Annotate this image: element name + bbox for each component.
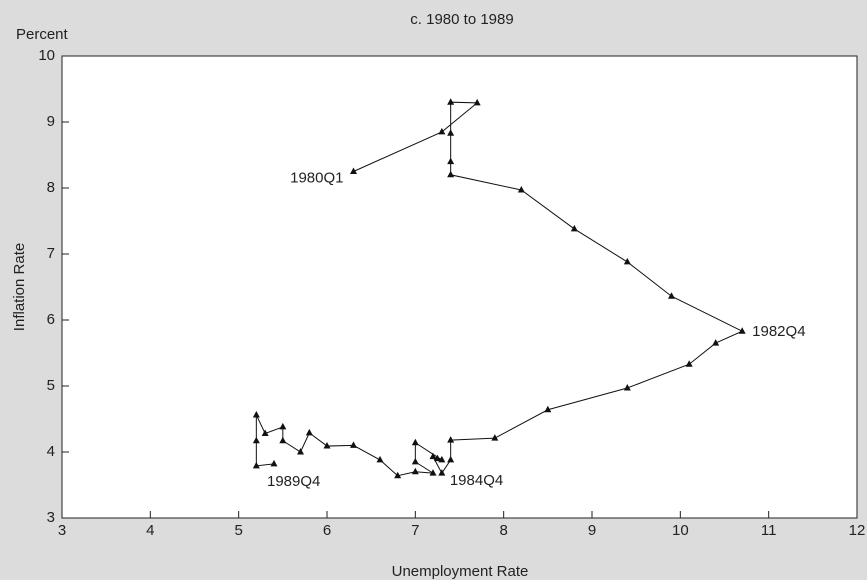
point (438, 469, 446, 476)
point (570, 224, 578, 232)
y-tick-label: 10 (38, 47, 55, 64)
point (623, 257, 631, 265)
point (252, 436, 260, 444)
y-tick-label: 5 (47, 377, 55, 394)
point (376, 455, 384, 463)
x-axis-label: Unemployment Rate (392, 563, 529, 580)
point (429, 452, 437, 460)
point (447, 455, 455, 463)
y-tick-label: 4 (47, 443, 55, 460)
point (411, 457, 419, 465)
y-tick-label: 8 (47, 179, 55, 196)
point (438, 127, 446, 135)
y-tick-label: 7 (47, 245, 55, 262)
x-tick-label: 6 (323, 522, 331, 539)
y-tick-label: 3 (47, 509, 55, 526)
point (517, 185, 525, 193)
point (350, 167, 357, 174)
x-tick-label: 11 (761, 522, 777, 539)
point (712, 339, 720, 346)
point (297, 448, 304, 455)
y-axis-label: Inflation Rate (11, 243, 28, 331)
point (323, 442, 331, 449)
point (411, 438, 419, 446)
point (394, 471, 402, 479)
point (668, 292, 675, 299)
data-line (255, 101, 744, 477)
plot-area (61, 55, 858, 519)
point (429, 469, 437, 476)
point (738, 327, 746, 334)
point (279, 422, 287, 430)
annotation: 1982Q4 (752, 323, 805, 340)
y-tick-label: 6 (47, 311, 55, 328)
x-tick-label: 9 (588, 522, 596, 539)
point (447, 157, 455, 165)
point (270, 459, 278, 467)
chart-title: c. 1980 to 1989 (410, 11, 513, 28)
point (544, 405, 552, 413)
point (447, 436, 455, 443)
annotation: 1984Q4 (450, 472, 503, 489)
point (279, 436, 287, 444)
point (252, 461, 260, 469)
x-tick-label: 4 (146, 522, 154, 539)
point (623, 383, 631, 391)
point (438, 455, 446, 463)
point (261, 429, 269, 437)
point (447, 98, 455, 105)
x-tick-label: 7 (411, 522, 419, 539)
point (252, 411, 260, 418)
annotation: 1989Q4 (267, 473, 320, 490)
point (433, 454, 441, 462)
point (305, 428, 313, 436)
x-tick-label: 8 (499, 522, 507, 539)
point (411, 467, 419, 475)
annotation: 1980Q1 (290, 169, 343, 186)
y-tick-label: 9 (47, 113, 55, 130)
x-tick-label: 3 (58, 522, 66, 539)
x-tick-label: 10 (672, 522, 689, 539)
x-tick-label: 5 (234, 522, 242, 539)
point (447, 129, 455, 136)
x-tick-label: 12 (849, 522, 866, 539)
y-unit: Percent (16, 26, 69, 43)
point (491, 434, 499, 441)
point (473, 98, 481, 106)
point (685, 360, 693, 367)
point (350, 441, 357, 448)
point (447, 170, 455, 178)
